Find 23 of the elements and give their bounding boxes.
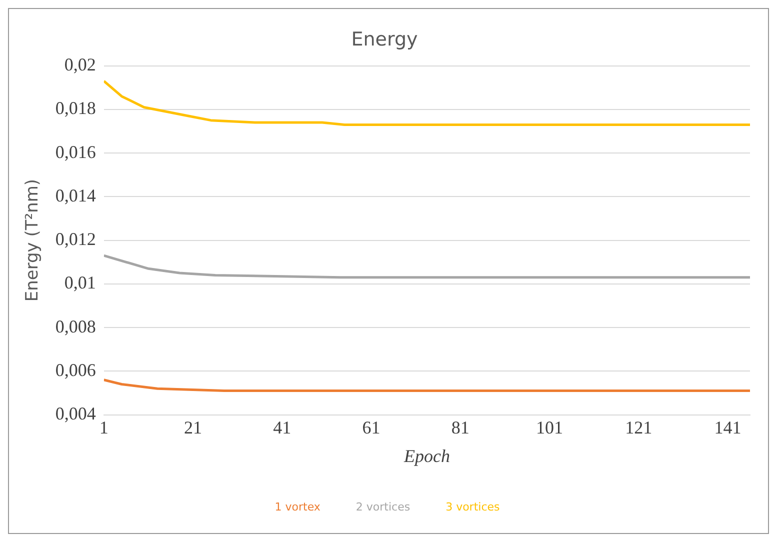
x-tick-label: 121 [625,417,652,438]
chart-title: Energy [351,28,418,50]
text: 3 vortices [446,500,500,514]
y-tick-label: 0,018 [55,98,96,118]
x-tick-label: 21 [184,417,202,438]
x-tick-label: 81 [451,417,470,438]
x-tick-label: 61 [362,417,380,438]
x-tick-label: 1 [99,417,108,438]
x-tick-label: 41 [273,417,292,438]
y-tick-label: 0,008 [55,316,96,336]
text: 1 vortex [274,500,321,514]
y-axis-title: Energy (T²nm) [22,178,43,302]
text: 2 vortices [356,500,410,514]
x-tick-label: 141 [714,417,742,438]
x-tick-label: 101 [536,417,563,438]
y-tick-label: 0,014 [55,185,96,206]
y-tick-label: 0,01 [64,272,96,293]
y-tick-label: 0,006 [55,360,96,380]
y-tick-label: 0,004 [55,404,96,424]
y-tick-label: 0,012 [55,229,96,250]
y-tick-label: 0,016 [55,142,96,162]
y-tick-label: 0,02 [64,54,96,75]
x-axis-title: Epoch [402,446,450,466]
